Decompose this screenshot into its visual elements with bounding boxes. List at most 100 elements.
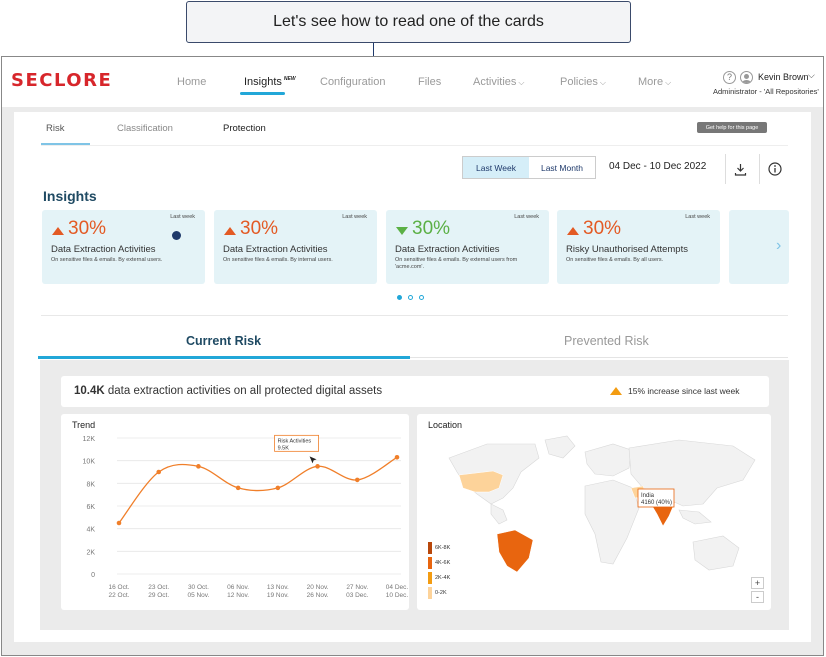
nav-insights[interactable]: Insights NEW [244,76,296,88]
tab-prevented-risk[interactable]: Prevented Risk [564,334,649,348]
y-tick-label: 6K [86,504,95,511]
x-tick-label: 26 Nov. [307,592,329,599]
carousel-dot[interactable] [408,295,413,300]
tab-risk[interactable]: Risk [46,123,65,134]
y-tick-label: 2K [86,549,95,556]
x-tick-label: 13 Nov. [267,584,289,591]
increase-icon [610,387,622,395]
carousel-dots [397,295,424,300]
data-point [354,477,360,483]
nav-home[interactable]: Home [177,76,207,88]
risk-summary: 10.4K data extraction activities on all … [61,376,769,407]
insight-card[interactable]: Last week 30% Risky Unauthorised Attempt… [557,210,720,284]
card-percent: 30% [240,218,279,239]
card-subtitle: On sensitive files & emails. By all user… [566,257,664,263]
y-tick-label: 0 [91,572,95,579]
arrow-up-icon [52,227,64,235]
nav-files[interactable]: Files [418,76,442,88]
info-button[interactable] [759,154,789,184]
callout-text: Let's see how to read one of the cards [273,13,544,30]
chevron-right-icon[interactable]: › [776,237,782,254]
card-percent: 30% [412,218,451,239]
legend-swatch [428,587,432,599]
trend-tooltip-value: 9.5K [278,445,290,451]
download-button[interactable] [725,154,755,184]
data-point [156,469,162,475]
trend-chart-card: Trend 0 2K 4K 6K 8K 10K 12K 16 Oct. 22 Oct. 23 Oc… [61,414,409,610]
info-icon [767,162,782,176]
summary-text: 10.4K data extraction activities on all … [74,385,382,397]
x-tick-label: 16 Oct. [109,584,130,591]
tab-classification[interactable]: Classification [117,123,173,134]
map-tooltip-country: India [641,493,655,499]
insight-card[interactable]: Last week 30% Data Extraction Activities… [386,210,549,284]
central-america-shape [490,503,508,525]
x-tick-label: 06 Nov. [227,584,249,591]
tab-protection[interactable]: Protection [223,123,266,134]
zoom-out-button[interactable]: - [751,591,764,603]
app-window: SECLORE Home Insights NEW Configuration F… [1,56,824,656]
x-tick-label: 03 Dec. [346,592,369,599]
new-badge: NEW [283,76,296,82]
insights-panel: Risk Classification Protection Last Week… [14,112,811,642]
legend-label: 4K-6K [435,560,451,566]
map-tooltip-value: 4160 (40%) [641,500,672,506]
x-tick-label: 23 Oct. [148,584,169,591]
card-period-badge: Last week [685,214,710,220]
user-name[interactable]: Kevin Brown [758,72,809,82]
nav-policies[interactable]: Policies ⌵ [560,76,606,88]
trend-tooltip-box [274,434,319,452]
x-tick-label: 27 Nov. [346,584,368,591]
insight-card[interactable]: Last week 30% Data Extraction Activities… [42,210,205,284]
legend-label: 2K-4K [435,575,451,581]
nav-activities[interactable]: Activities ⌵ [473,76,525,88]
insight-card[interactable]: Last week 30% Data Extraction Activities… [214,210,377,284]
legend-swatch [428,572,432,584]
chevron-down-icon[interactable]: ⌵ [808,70,815,80]
card-subtitle: On sensitive files & emails. By internal… [223,257,333,263]
insight-card-partial[interactable] [729,210,789,284]
carousel-dot[interactable] [419,295,424,300]
user-role: Administrator - 'All Repositories' [713,87,819,96]
usa-region [458,470,504,493]
map-tooltip: India 4160 (40%) [637,488,675,508]
data-point [394,454,400,460]
help-icon[interactable]: ? [723,71,736,84]
period-toggle: Last Week Last Month [462,156,596,179]
current-risk-section: 10.4K data extraction activities on all … [40,360,789,630]
arrow-down-icon [396,227,408,235]
summary-count: 10.4K [74,385,105,397]
user-avatar-icon[interactable] [740,71,753,84]
nav-active-indicator [240,92,285,95]
data-point [235,485,241,491]
callout-box: Let's see how to read one of the cards [186,1,631,43]
chevron-down-icon: ⌵ [518,78,525,87]
last-week-button[interactable]: Last Week [463,157,529,178]
x-tick-label: 10 Dec. [386,592,409,599]
y-tick-label: 12K [83,436,96,443]
data-point [196,464,201,469]
tab-current-risk[interactable]: Current Risk [186,334,262,348]
mouse-cursor-icon [309,456,317,464]
location-title: Location [428,420,463,430]
carousel-dot[interactable] [397,295,402,300]
nav-more[interactable]: More ⌵ [638,76,672,88]
brazil-region [496,529,534,573]
southeast-asia-shape [678,509,712,525]
map-legend: 6K-8K 4K-6K 2K-4K 0-2K [428,542,451,599]
europe-shape [584,443,632,477]
help-tooltip: Get help for this page [697,122,767,133]
last-month-button[interactable]: Last Month [540,162,584,173]
card-subtitle: On sensitive files & emails. By external… [51,257,163,263]
nav-configuration[interactable]: Configuration [320,76,386,88]
card-title: Data Extraction Activities [223,244,328,255]
chevron-down-icon: ⌵ [599,78,606,87]
zoom-in-button[interactable]: + [751,577,764,589]
card-period-badge: Last week [170,214,195,220]
y-tick-label: 10K [83,459,96,466]
y-tick-label: 4K [86,527,95,534]
arrow-up-icon [567,227,579,235]
brand-logo[interactable]: SECLORE [11,70,113,91]
top-header: SECLORE Home Insights NEW Configuration F… [2,57,823,107]
date-range[interactable]: 04 Dec - 10 Dec 2022 [609,161,707,172]
